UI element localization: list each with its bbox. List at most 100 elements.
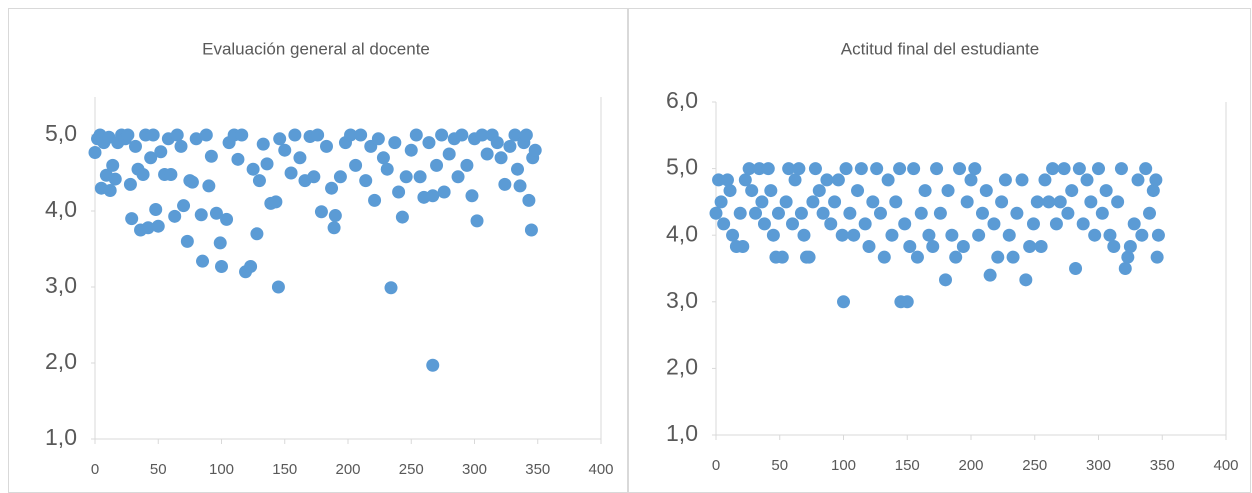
- point: [742, 162, 756, 176]
- point: [293, 151, 307, 165]
- point: [889, 195, 903, 209]
- point: [528, 143, 542, 157]
- point: [395, 210, 409, 224]
- point: [325, 181, 339, 195]
- y-tick-label: 6,0: [666, 87, 698, 113]
- point: [945, 228, 959, 242]
- point: [451, 170, 465, 184]
- point: [196, 254, 210, 268]
- point: [1026, 217, 1040, 231]
- point: [794, 206, 808, 220]
- point: [288, 128, 302, 142]
- point: [368, 193, 382, 207]
- y-tick-label: 4,0: [45, 196, 77, 222]
- point: [1149, 173, 1163, 187]
- point: [918, 184, 932, 198]
- x-tick-label: 50: [771, 457, 788, 474]
- point: [914, 206, 928, 220]
- point: [1046, 162, 1060, 176]
- point: [1072, 162, 1086, 176]
- point: [738, 173, 752, 187]
- point: [1076, 217, 1090, 231]
- point: [1121, 250, 1135, 264]
- y-tick-label: 4,0: [666, 220, 698, 246]
- point: [775, 250, 789, 264]
- point: [108, 172, 122, 186]
- point: [141, 221, 155, 235]
- point: [1069, 262, 1083, 275]
- point: [422, 136, 436, 150]
- point: [180, 234, 194, 248]
- point: [995, 195, 1009, 209]
- point: [816, 206, 830, 220]
- x-tick-label: 250: [1022, 457, 1047, 474]
- point: [220, 212, 234, 226]
- point: [866, 195, 880, 209]
- point: [736, 240, 750, 254]
- point: [782, 162, 796, 176]
- point: [513, 179, 527, 193]
- point: [194, 208, 208, 222]
- point: [1146, 184, 1160, 198]
- point: [983, 268, 997, 282]
- y-tick-label: 1,0: [45, 424, 77, 450]
- point: [426, 358, 440, 372]
- point: [1092, 162, 1105, 176]
- point: [1023, 240, 1037, 254]
- point: [106, 158, 120, 172]
- point: [460, 158, 474, 172]
- point: [1123, 240, 1137, 254]
- point: [960, 195, 974, 209]
- point: [170, 128, 184, 142]
- point: [271, 280, 285, 294]
- point: [399, 170, 413, 184]
- point: [1006, 250, 1020, 264]
- point: [189, 132, 203, 146]
- point: [1118, 262, 1132, 275]
- point: [494, 151, 508, 165]
- point: [806, 195, 820, 209]
- point: [788, 173, 802, 187]
- point: [1065, 184, 1079, 198]
- x-tick-label: 250: [399, 461, 424, 478]
- point: [939, 273, 952, 287]
- x-tick-label: 350: [525, 461, 550, 478]
- point: [964, 173, 978, 187]
- point: [519, 128, 533, 142]
- point: [490, 136, 504, 150]
- point: [455, 128, 469, 142]
- point: [480, 147, 494, 161]
- point: [121, 128, 135, 142]
- point: [837, 295, 850, 309]
- point: [858, 217, 872, 231]
- point: [202, 179, 216, 193]
- point: [88, 145, 102, 159]
- point: [1038, 173, 1052, 187]
- point: [723, 184, 737, 198]
- chart-title: Actitud final del estudiante: [841, 39, 1039, 58]
- point: [404, 143, 418, 157]
- point: [835, 228, 849, 242]
- point: [910, 250, 924, 264]
- point: [319, 139, 333, 153]
- point: [435, 128, 449, 142]
- point: [972, 228, 986, 242]
- point: [430, 158, 444, 172]
- point: [475, 128, 489, 142]
- point: [235, 128, 249, 142]
- point: [1080, 173, 1094, 187]
- point: [757, 217, 771, 231]
- point: [144, 151, 158, 165]
- point: [862, 240, 876, 254]
- point: [314, 205, 328, 219]
- point: [244, 259, 258, 273]
- point: [380, 162, 394, 176]
- point: [1135, 228, 1149, 242]
- point: [409, 128, 423, 142]
- point: [376, 151, 390, 165]
- x-tick-label: 200: [335, 461, 360, 478]
- point: [922, 228, 936, 242]
- point: [442, 147, 456, 161]
- point: [1084, 195, 1098, 209]
- point: [893, 162, 907, 176]
